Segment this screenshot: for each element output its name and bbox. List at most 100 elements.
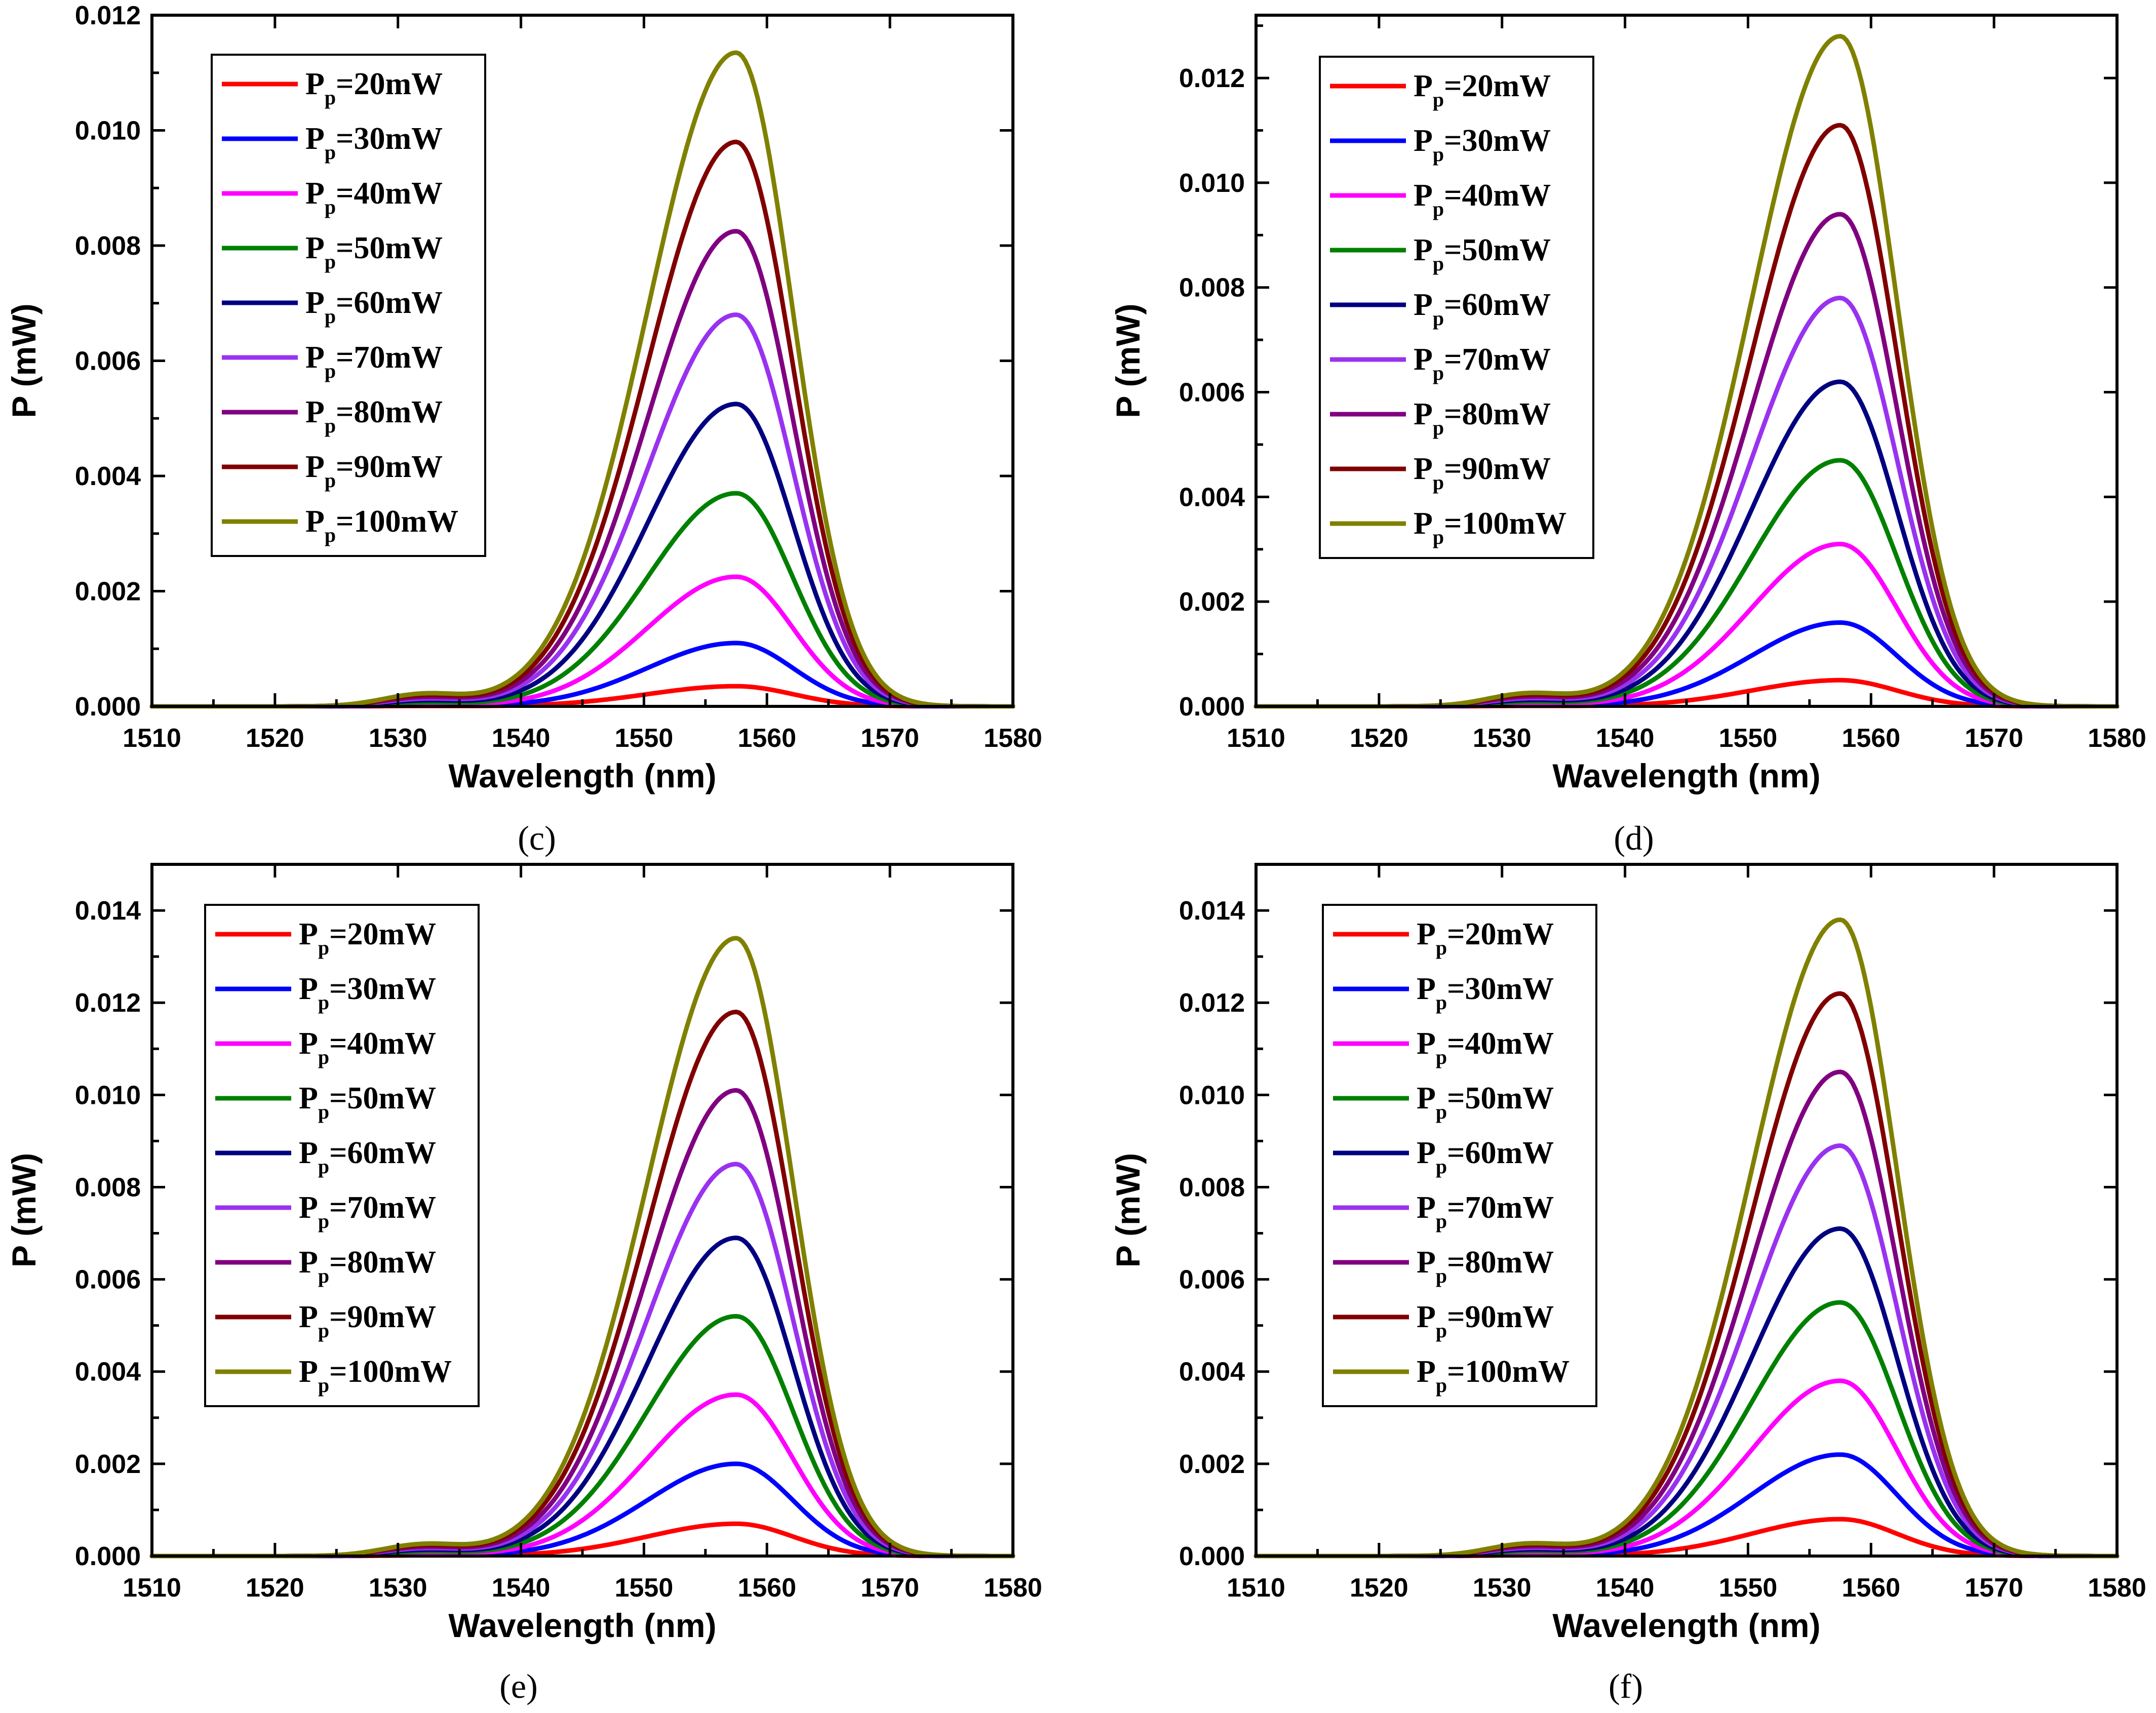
legend-entry-100mW: Pp=100mW <box>1417 1355 1570 1397</box>
x-tick-label: 1550 <box>1719 1573 1778 1603</box>
x-tick-label: 1560 <box>737 1573 796 1603</box>
y-tick-label: 0.014 <box>1179 896 1245 926</box>
y-tick-label: 0.006 <box>1179 1265 1245 1295</box>
legend-entry-50mW: Pp=50mW <box>1417 1081 1554 1123</box>
x-tick-label: 1540 <box>492 1573 551 1603</box>
legend-entry-20mW: Pp=20mW <box>305 67 443 109</box>
legend: Pp=20mW Pp=30mW Pp=40mW Pp=50mW Pp=60mW Pp=70… <box>1319 56 1594 559</box>
legend-entry-30mW: Pp=30mW <box>299 972 436 1014</box>
y-tick-label: 0.010 <box>75 1081 141 1110</box>
y-tick-label: 0.002 <box>1179 1450 1245 1479</box>
x-tick-label: 1510 <box>1227 724 1285 753</box>
x-tick-label: 1530 <box>1473 1573 1532 1603</box>
x-tick-label: 1550 <box>1719 724 1778 753</box>
chart-panel: 1510 1520 1530 1540 1550 1560 1570 1580 0.000 0.0… <box>1109 863 2146 1705</box>
y-tick-label: 0.008 <box>75 231 141 261</box>
y-tick-label: 0.008 <box>1179 1173 1245 1202</box>
x-tick-label: 1560 <box>737 724 796 753</box>
legend-entry-50mW: Pp=50mW <box>1414 233 1551 275</box>
x-tick-label: 1570 <box>860 724 919 753</box>
legend-entry-90mW: Pp=90mW <box>305 450 443 492</box>
y-tick-label: 0.014 <box>75 896 141 926</box>
chart-panel: 1510 1520 1530 1540 1550 1560 1570 1580 0.000 0.0… <box>1109 14 2146 857</box>
y-tick-label: 0.000 <box>75 692 141 722</box>
legend-entry-80mW: Pp=80mW <box>305 395 443 437</box>
legend-entry-90mW: Pp=90mW <box>1417 1300 1554 1342</box>
x-tick-label: 1510 <box>123 724 181 753</box>
legend-entry-90mW: Pp=90mW <box>1414 452 1551 494</box>
legend-entry-50mW: Pp=50mW <box>299 1081 436 1123</box>
y-tick-label: 0.012 <box>75 1 141 30</box>
x-tick-label: 1570 <box>1965 724 2023 753</box>
legend-entry-50mW: Pp=50mW <box>305 231 443 273</box>
y-axis-title: P (mW) <box>5 303 43 418</box>
chart-panel: 1510 1520 1530 1540 1550 1560 1570 1580 0.000 0.0… <box>5 863 1042 1705</box>
x-tick-label: 1530 <box>369 1573 427 1603</box>
x-tick-label: 1550 <box>615 724 674 753</box>
x-tick-label: 1530 <box>1473 724 1532 753</box>
y-axis-title: P (mW) <box>1109 1153 1147 1267</box>
x-tick-label: 1520 <box>1350 1573 1408 1603</box>
legend-entry-60mW: Pp=60mW <box>305 286 443 328</box>
legend-entry-60mW: Pp=60mW <box>299 1136 436 1178</box>
legend-entry-80mW: Pp=80mW <box>1417 1245 1554 1287</box>
legend-entry-30mW: Pp=30mW <box>1417 972 1554 1014</box>
legend-entry-30mW: Pp=30mW <box>305 122 443 164</box>
legend: Pp=20mW Pp=30mW Pp=40mW Pp=50mW Pp=60mW Pp=70… <box>204 904 480 1407</box>
y-tick-label: 0.002 <box>75 577 141 607</box>
x-tick-label: 1520 <box>1350 724 1408 753</box>
legend-entry-100mW: Pp=100mW <box>299 1355 452 1397</box>
y-tick-label: 0.006 <box>75 1265 141 1295</box>
x-tick-label: 1570 <box>860 1573 919 1603</box>
y-tick-label: 0.012 <box>1179 988 1245 1018</box>
legend-entry-60mW: Pp=60mW <box>1417 1136 1554 1178</box>
y-tick-label: 0.000 <box>1179 692 1245 722</box>
y-tick-label: 0.012 <box>1179 64 1245 93</box>
y-tick-label: 0.000 <box>1179 1542 1245 1571</box>
x-tick-label: 1540 <box>1596 1573 1655 1603</box>
x-tick-label: 1520 <box>246 724 304 753</box>
x-axis-title: Wavelength (nm) <box>448 1607 716 1644</box>
legend-entry-70mW: Pp=70mW <box>1414 342 1551 384</box>
y-axis-title: P (mW) <box>5 1153 43 1267</box>
y-tick-label: 0.008 <box>75 1173 141 1202</box>
legend-entry-20mW: Pp=20mW <box>299 917 436 959</box>
x-tick-label: 1580 <box>984 1573 1042 1603</box>
legend-entry-40mW: Pp=40mW <box>1417 1026 1554 1068</box>
legend: Pp=20mW Pp=30mW Pp=40mW Pp=50mW Pp=60mW Pp=70… <box>1322 904 1597 1407</box>
legend: Pp=20mW Pp=30mW Pp=40mW Pp=50mW Pp=60mW Pp=70… <box>211 54 486 557</box>
x-tick-label: 1560 <box>1841 724 1900 753</box>
legend-entry-40mW: Pp=40mW <box>305 176 443 218</box>
x-tick-label: 1580 <box>984 724 1042 753</box>
x-axis-title: Wavelength (nm) <box>448 757 716 794</box>
legend-entry-70mW: Pp=70mW <box>299 1190 436 1232</box>
x-axis-title: Wavelength (nm) <box>1552 1607 1820 1644</box>
x-tick-label: 1560 <box>1841 1573 1900 1603</box>
legend-entry-100mW: Pp=100mW <box>305 504 458 546</box>
y-tick-label: 0.006 <box>1179 378 1245 408</box>
x-tick-label: 1530 <box>369 724 427 753</box>
y-tick-label: 0.010 <box>75 116 141 146</box>
x-tick-label: 1510 <box>1227 1573 1285 1603</box>
x-tick-label: 1510 <box>123 1573 181 1603</box>
panel-label: (c) <box>518 819 556 857</box>
panel-label: (d) <box>1614 819 1654 857</box>
y-tick-label: 0.000 <box>75 1542 141 1571</box>
y-tick-label: 0.004 <box>1179 1358 1245 1387</box>
y-tick-label: 0.002 <box>1179 587 1245 617</box>
panel-label: (e) <box>499 1667 537 1705</box>
y-tick-label: 0.006 <box>75 347 141 376</box>
y-tick-label: 0.004 <box>1179 483 1245 512</box>
x-tick-label: 1520 <box>246 1573 304 1603</box>
x-tick-label: 1580 <box>2088 724 2146 753</box>
legend-entry-70mW: Pp=70mW <box>1417 1190 1554 1232</box>
y-tick-label: 0.010 <box>1179 169 1245 198</box>
legend-entry-20mW: Pp=20mW <box>1414 69 1551 111</box>
y-tick-label: 0.010 <box>1179 1081 1245 1110</box>
panel-label: (f) <box>1609 1667 1643 1705</box>
legend-entry-40mW: Pp=40mW <box>299 1026 436 1068</box>
y-tick-label: 0.004 <box>75 1358 141 1387</box>
y-axis-title: P (mW) <box>1109 303 1147 418</box>
legend-entry-80mW: Pp=80mW <box>299 1245 436 1287</box>
y-tick-label: 0.008 <box>1179 273 1245 303</box>
